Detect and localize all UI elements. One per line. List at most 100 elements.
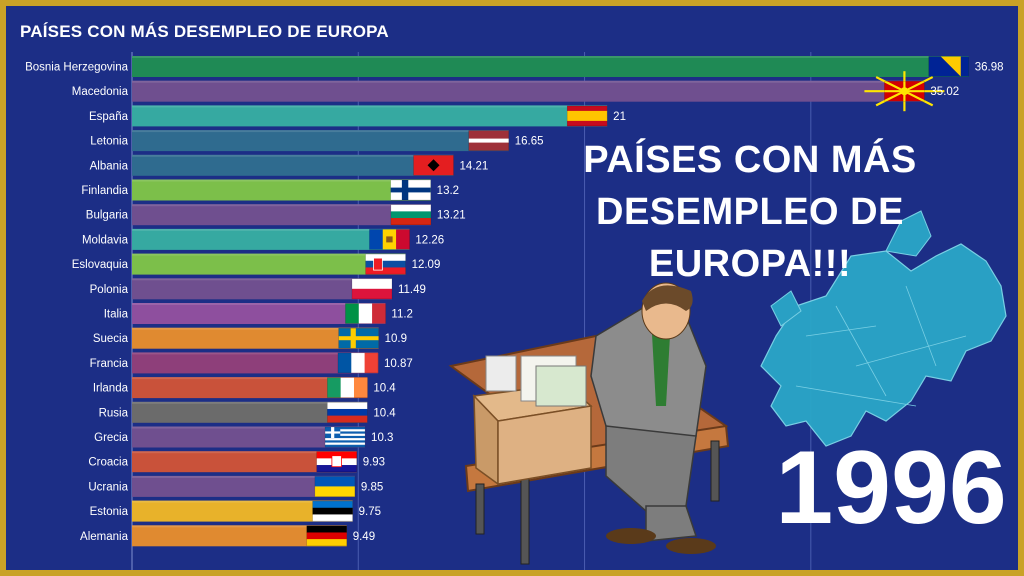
category-label: España (89, 111, 129, 123)
category-label: Suecia (93, 333, 129, 345)
bar-highlight (132, 500, 353, 503)
bar-highlight (132, 179, 431, 182)
bar-highlight (132, 451, 357, 454)
bar (132, 80, 925, 102)
estonia-flag (312, 500, 353, 522)
bar-highlight (132, 327, 379, 330)
poland-flag (351, 278, 393, 300)
finland-flag (390, 179, 431, 201)
value-label: 21 (613, 111, 626, 123)
category-label: Macedonia (72, 86, 129, 98)
slovakia-flag (365, 253, 406, 275)
category-label: Irlanda (93, 383, 129, 395)
value-label: 10.87 (384, 358, 413, 370)
bar (132, 105, 608, 127)
bar (132, 500, 353, 522)
value-label: 10.3 (371, 432, 393, 444)
france-flag (337, 352, 379, 374)
category-label: Estonia (90, 506, 129, 518)
value-label: 10.4 (373, 407, 396, 419)
bar-highlight (132, 228, 410, 231)
value-label: 10.9 (385, 333, 407, 345)
bar (132, 130, 509, 152)
bar (132, 228, 410, 250)
category-label: Eslovaquia (72, 259, 129, 271)
category-label: Letonia (90, 136, 128, 148)
bar-chart: Bosnia Herzegovina 36.98 Macedonia 35.02 Esp… (12, 48, 1018, 570)
moldova-flag (369, 229, 410, 250)
unemployed-man-on-bench (448, 282, 730, 565)
bosnia-flag (928, 56, 970, 77)
value-label: 13.2 (437, 185, 459, 197)
bar-highlight (132, 56, 969, 58)
value-label: 11.2 (391, 309, 413, 321)
bar (132, 154, 454, 176)
overlay-title-line-2: DESEMPLEO DE EUROPA!!! (596, 191, 904, 285)
bar-highlight (132, 130, 509, 133)
bar (132, 401, 368, 423)
bar (132, 327, 379, 349)
value-label: 10.4 (373, 383, 396, 395)
bar-highlight (132, 352, 378, 355)
spain-flag (566, 105, 608, 127)
ukraine-flag (314, 476, 356, 497)
value-label: 11.49 (398, 284, 426, 296)
value-label: 35.02 (930, 86, 959, 98)
russia-flag (327, 402, 368, 423)
bar (132, 179, 431, 201)
bar-highlight (132, 401, 368, 404)
category-label: Bosnia Herzegovina (25, 62, 129, 74)
bar (132, 56, 969, 77)
bar (132, 352, 378, 374)
ireland-flag (327, 377, 368, 398)
bar-highlight (132, 525, 347, 528)
value-label: 16.65 (515, 136, 544, 148)
greece-flag (324, 426, 366, 448)
sweden-flag (338, 327, 379, 349)
bulgaria-flag (390, 204, 432, 225)
bar-highlight (132, 80, 925, 83)
bar (132, 253, 406, 275)
value-label: 13.21 (437, 210, 466, 222)
bar (132, 525, 347, 547)
category-label: Finlandia (81, 185, 128, 197)
bar-highlight (132, 253, 406, 256)
value-label: 12.09 (412, 259, 441, 271)
overlay-title: PAÍSES CON MÁS DESEMPLEO DE EUROPA!!! (490, 134, 1010, 290)
category-label: Grecia (94, 432, 128, 444)
value-label: 12.26 (415, 234, 444, 246)
value-label: 14.21 (460, 160, 489, 172)
overlay-title-line-1: PAÍSES CON MÁS (583, 139, 917, 181)
category-label: Ucrania (88, 481, 128, 493)
bar (132, 377, 368, 399)
category-label: Italia (104, 309, 129, 321)
croatia-flag (316, 451, 357, 472)
value-label: 9.85 (361, 481, 383, 493)
bar-highlight (132, 303, 386, 305)
bar-highlight (132, 105, 608, 108)
category-label: Bulgaria (86, 210, 129, 222)
category-label: Rusia (99, 407, 129, 419)
bar (132, 278, 392, 300)
bar-highlight (132, 278, 392, 281)
albania-flag (413, 155, 454, 176)
germany-flag (306, 525, 347, 547)
value-label: 9.49 (353, 531, 375, 543)
category-label: Francia (90, 358, 129, 370)
bar (132, 426, 366, 448)
bar (132, 204, 431, 226)
category-label: Moldavia (82, 234, 129, 246)
year-label: 1996 (775, 430, 1007, 546)
category-label: Albania (90, 160, 129, 172)
value-label: 36.98 (975, 62, 1004, 74)
bar-highlight (132, 426, 366, 429)
value-label: 9.93 (363, 457, 385, 469)
category-label: Croacia (88, 457, 128, 469)
bar-highlight (132, 377, 368, 380)
europe-map (760, 210, 1007, 447)
italy-flag (345, 303, 386, 324)
bar-highlight (132, 204, 431, 207)
chart-title: PAÍSES CON MÁS DESEMPLEO DE EUROPA (20, 22, 389, 41)
category-label: Alemania (80, 531, 129, 543)
bar (132, 451, 357, 473)
